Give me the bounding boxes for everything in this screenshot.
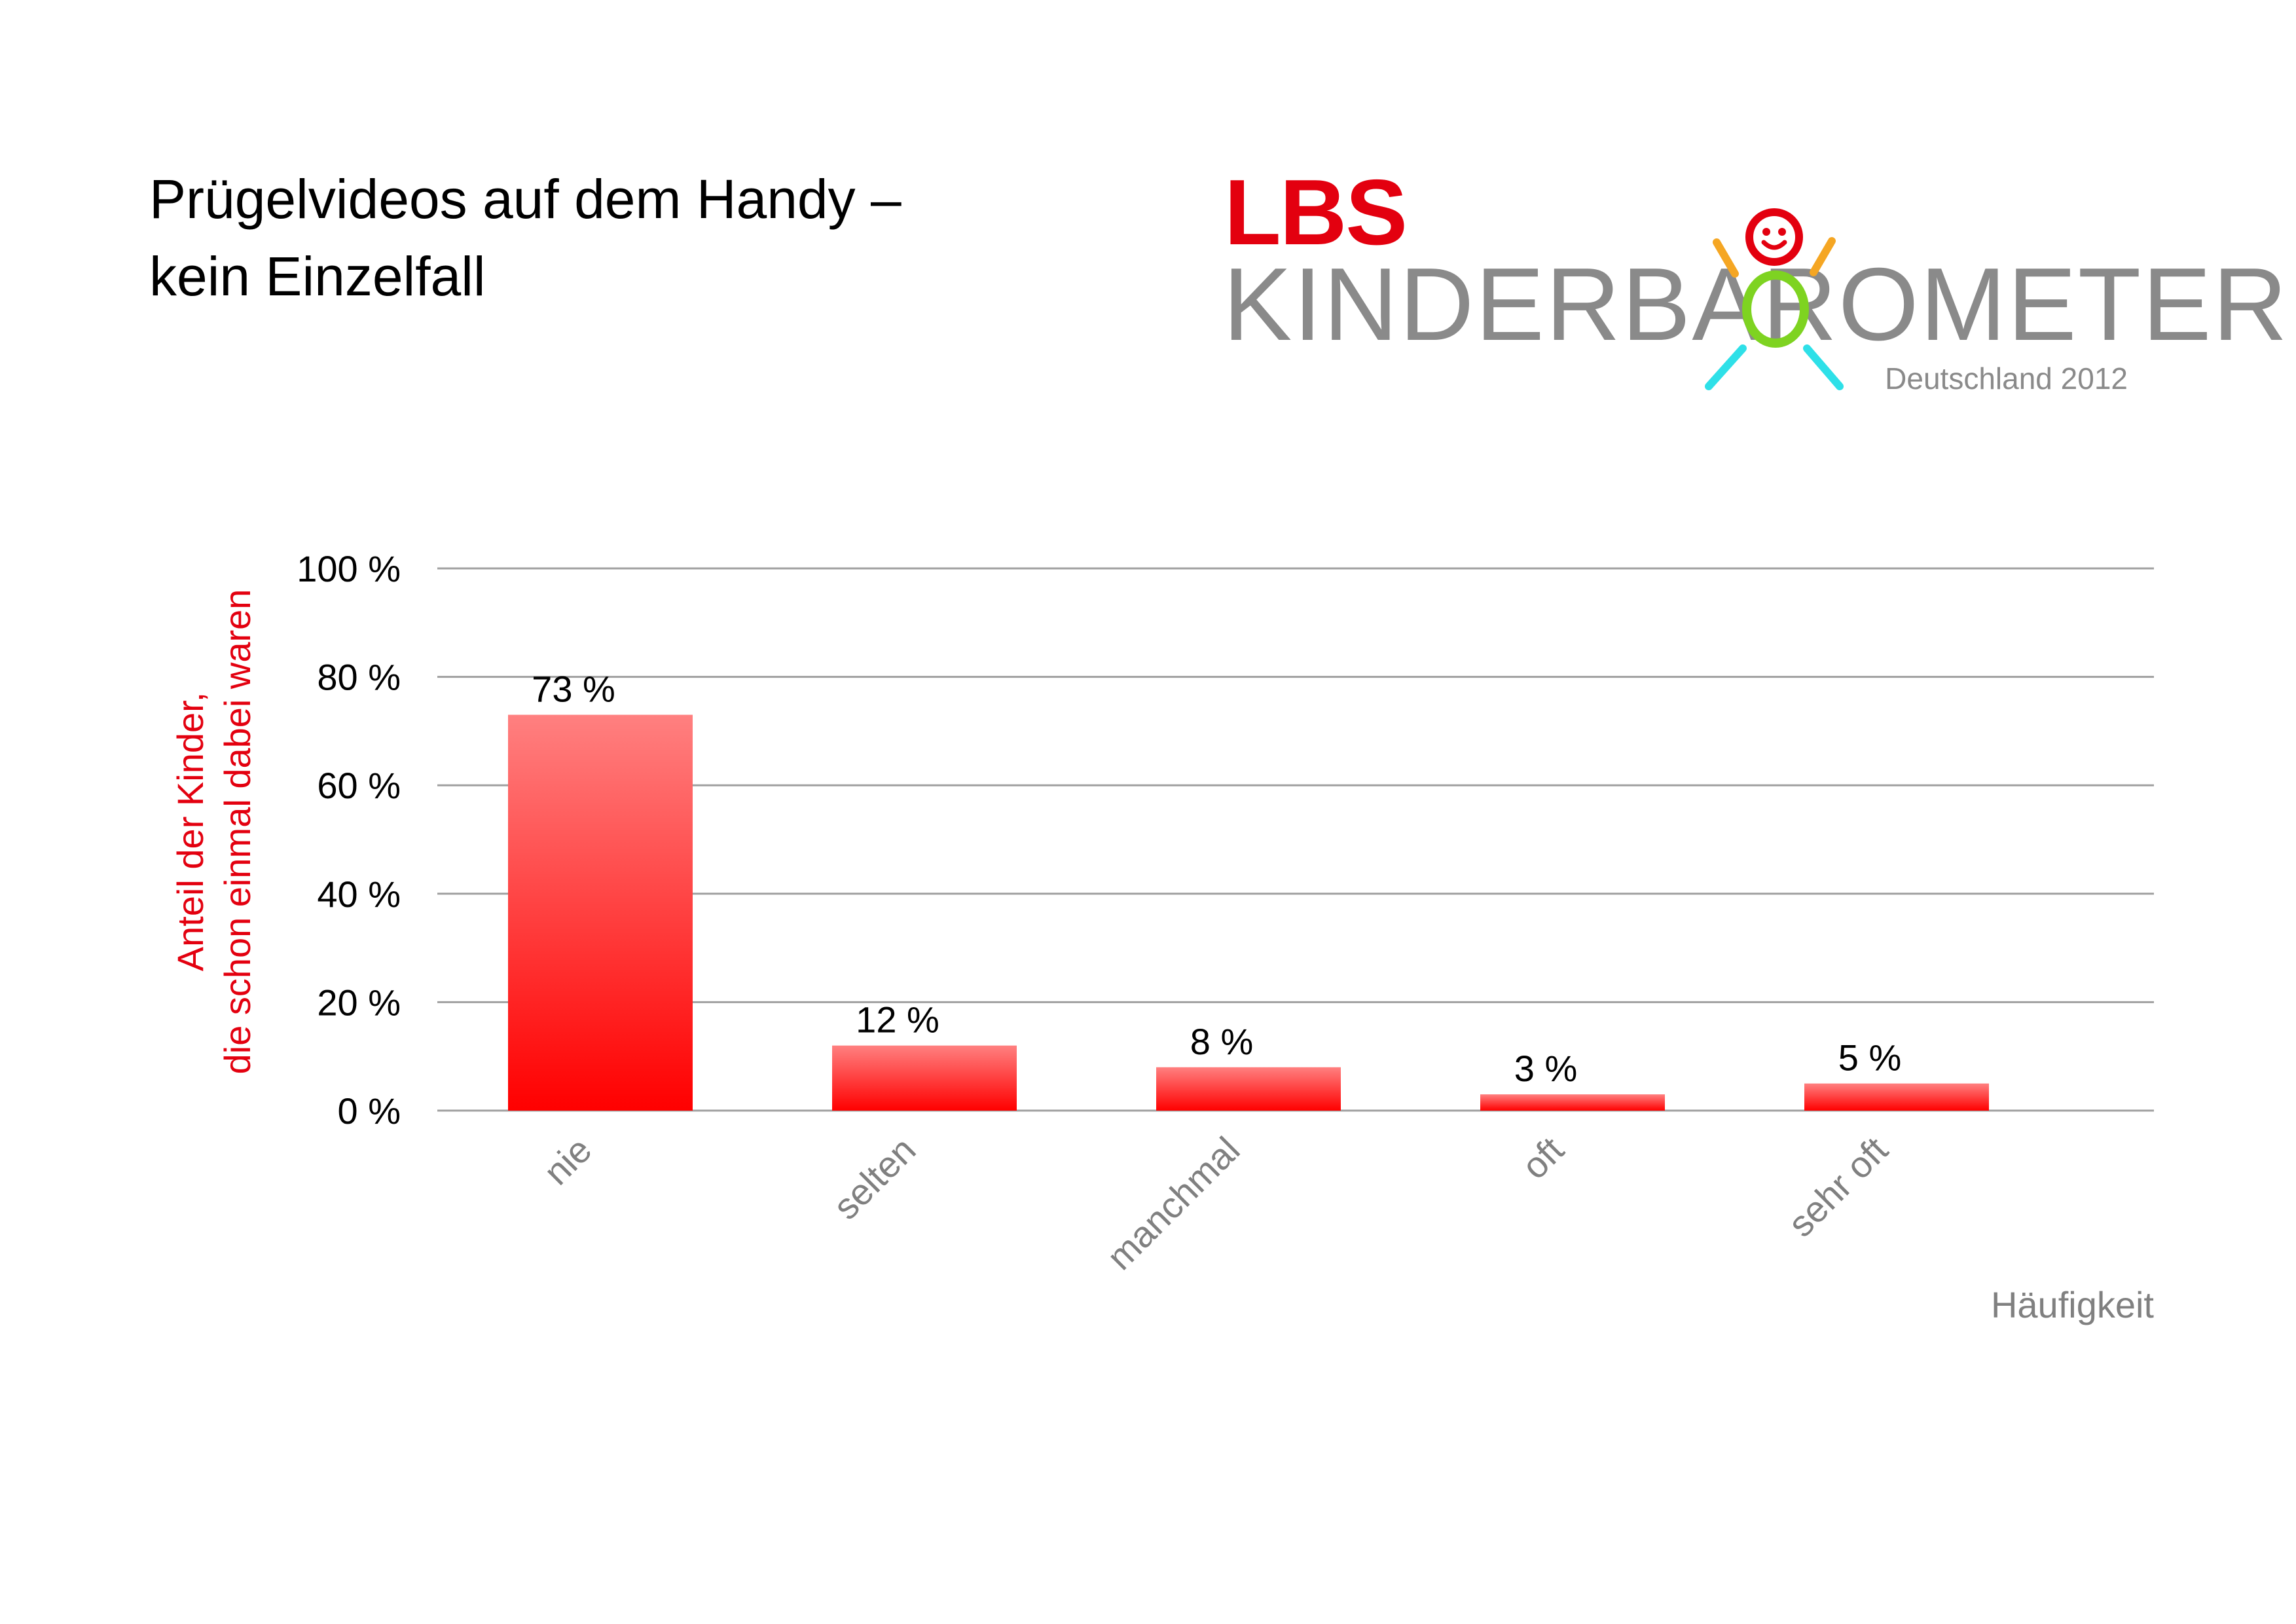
category-label: oft: [1514, 1129, 1572, 1187]
title-line-1: Prügelvideos auf dem Handy –: [149, 168, 902, 230]
category-label: manchmal: [1099, 1129, 1247, 1278]
y-tick-label: 60 %: [317, 765, 401, 806]
y-tick-label: 20 %: [317, 982, 401, 1023]
grid-lines: [437, 567, 2154, 1112]
bar: [832, 1045, 1017, 1111]
figure-arm-left: [1713, 238, 1739, 278]
figure-arm-right: [1810, 237, 1836, 276]
figure-leg-right: [1803, 344, 1844, 390]
x-axis-label: Häufigkeit: [1991, 1284, 2154, 1325]
data-label: 12 %: [856, 999, 939, 1041]
bars: [508, 714, 1989, 1111]
child-figure-icon: [1705, 208, 1844, 390]
category-label: selten: [825, 1129, 923, 1227]
figure-body: [1742, 270, 1809, 348]
kinderbarometer-logo: LBS KINDERBAROMETER Deutschland 2012: [1211, 160, 2287, 406]
y-tick-label: 0 %: [338, 1090, 401, 1132]
bar: [1480, 1094, 1665, 1111]
data-labels: 73 % 12 % 8 % 3 % 5 %: [532, 669, 1901, 1090]
data-label: 5 %: [1838, 1037, 1902, 1079]
y-tick-label: 100 %: [297, 548, 401, 589]
logo-wordmark: KINDERBAROMETER: [1223, 247, 2289, 362]
y-tick-label: 80 %: [317, 657, 401, 698]
y-axis-label-line-1: Anteil der Kinder,: [170, 692, 211, 971]
title-line-2: kein Einzelfall: [149, 246, 486, 307]
bar: [1156, 1067, 1341, 1111]
category-label: sehr oft: [1780, 1129, 1896, 1245]
data-label: 3 %: [1514, 1048, 1578, 1089]
figure-leg-left: [1705, 344, 1747, 390]
figure-head: [1745, 208, 1803, 266]
y-tick-label: 40 %: [317, 874, 401, 915]
y-tick-labels: 0 % 20 % 40 % 60 % 80 % 100 %: [297, 548, 401, 1132]
data-label: 73 %: [532, 669, 615, 710]
page-title: Prügelvideos auf dem Handy – kein Einzel…: [149, 160, 902, 315]
y-axis-label-line-2: die schon einmal dabei waren: [217, 589, 258, 1075]
logo-subtitle: Deutschland 2012: [1885, 361, 2128, 396]
logo-brand: LBS: [1224, 160, 1408, 265]
bar: [508, 714, 693, 1111]
bar: [1804, 1083, 1989, 1111]
data-label: 8 %: [1190, 1021, 1254, 1062]
category-labels: nie selten manchmal oft sehr oft: [536, 1129, 1896, 1278]
category-label: nie: [536, 1129, 599, 1192]
